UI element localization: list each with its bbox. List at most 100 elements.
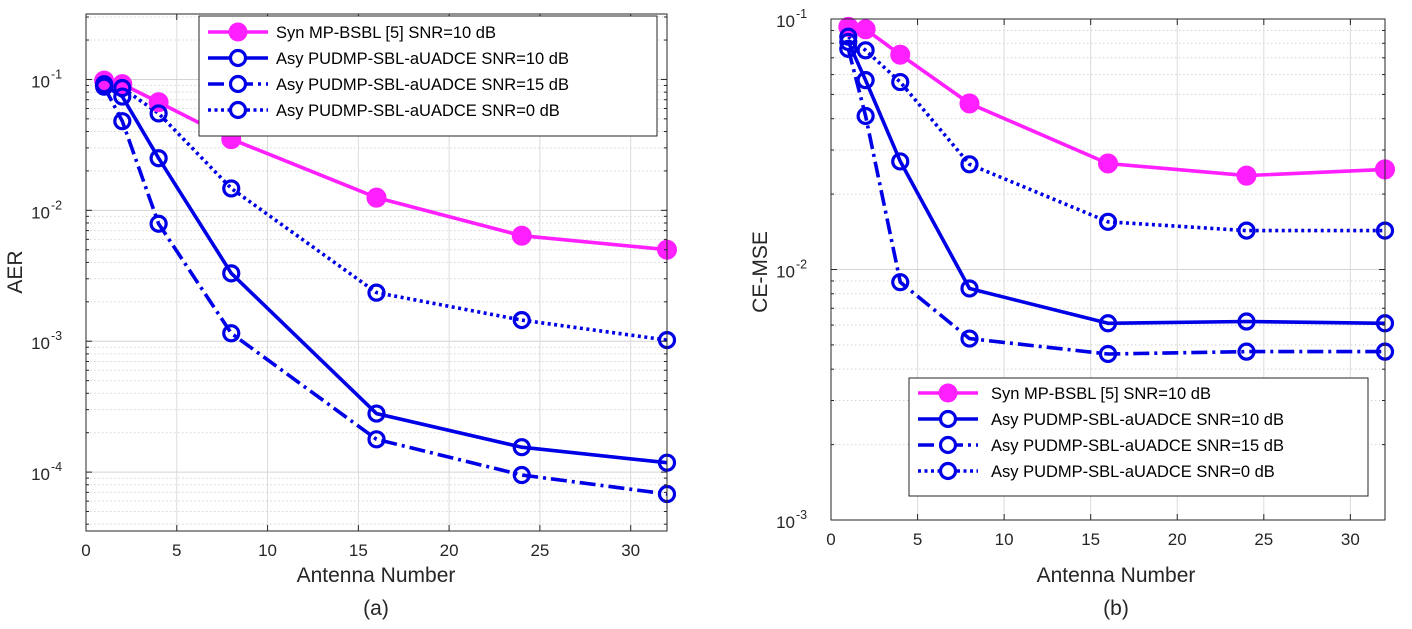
y-tick-labels-a: 10-410-310-210-1 — [31, 67, 62, 484]
y-tick-label: 10 — [776, 12, 795, 31]
y-tick-label: 10 — [31, 72, 50, 91]
y-tick-label-exponent: -1 — [796, 7, 807, 21]
data-point-series-4 — [512, 310, 531, 330]
data-point-series-3 — [512, 465, 531, 485]
x-tick-label: 5 — [913, 530, 922, 549]
data-point-series-2 — [891, 152, 910, 171]
legend-marker-3 — [938, 435, 958, 455]
data-point-series-2 — [222, 264, 241, 283]
data-point-series-4 — [960, 155, 979, 174]
data-point-series-4 — [891, 72, 910, 92]
legend-marker-2 — [228, 48, 248, 68]
data-point-series-3 — [149, 214, 168, 233]
x-tick-label: 5 — [172, 541, 181, 560]
data-point-series-3 — [1098, 344, 1118, 364]
data-point-series-3 — [960, 329, 979, 348]
data-point-series-1 — [890, 44, 911, 65]
data-point-series-2 — [113, 87, 132, 106]
y-axis-label-a: AER — [4, 250, 27, 293]
legend-marker-2 — [938, 409, 958, 429]
legend-label-3: Asy PUDMP-SBL-aUADCE SNR=15 dB — [991, 437, 1284, 455]
y-tick-label: 10 — [776, 513, 795, 532]
data-point-series-4 — [149, 104, 168, 123]
legend-box — [198, 15, 658, 137]
legend-label-4: Asy PUDMP-SBL-aUADCE SNR=0 dB — [276, 102, 560, 120]
caption-a: (a) — [363, 597, 389, 620]
data-point-series-1 — [959, 93, 980, 114]
data-point-series-1 — [1236, 165, 1257, 186]
y-tick-label-exponent: -3 — [51, 329, 62, 343]
data-point-series-4 — [839, 27, 858, 46]
x-tick-label: 20 — [1168, 530, 1187, 549]
legend-label-1: Syn MP-BSBL [5] SNR=10 dB — [991, 385, 1211, 403]
y-tick-label: 10 — [31, 465, 50, 484]
x-tick-labels-a: 0 5 10 15 20 25 30 — [81, 541, 640, 560]
x-tick-label: 30 — [621, 541, 640, 560]
series-line-3 — [846, 48, 1385, 356]
series-line-3 — [102, 85, 668, 496]
x-axis-label-a: Antenna Number — [297, 564, 456, 587]
legend-label-2: Asy PUDMP-SBL-aUADCE SNR=10 dB — [991, 411, 1284, 429]
x-tick-label: 15 — [1081, 530, 1100, 549]
y-tick-label: 10 — [31, 334, 50, 353]
legend-label-2: Asy PUDMP-SBL-aUADCE SNR=10 dB — [276, 50, 569, 68]
legend-marker-3 — [228, 74, 248, 94]
data-point-series-3 — [113, 112, 132, 131]
x-tick-label: 25 — [1254, 530, 1273, 549]
data-point-series-3 — [1237, 342, 1256, 361]
chart-a: 0 5 10 15 20 25 30 10-410-310-210-1 Antenna Nu… — [4, 13, 677, 620]
x-axis-label-b: Antenna Number — [1037, 564, 1196, 587]
series-line-4 — [847, 35, 1385, 233]
data-point-series-4 — [113, 78, 132, 98]
data-point-series-2 — [856, 71, 875, 90]
y-tick-label-exponent: -2 — [796, 258, 807, 272]
data-point-series-2 — [512, 438, 531, 457]
y-tick-label-exponent: -1 — [51, 67, 62, 81]
x-tick-label: 30 — [1341, 530, 1360, 549]
legend-marker-4 — [228, 100, 248, 120]
data-point-series-2 — [1098, 314, 1118, 333]
plot-frame-a — [85, 13, 668, 532]
y-tick-label-exponent: -3 — [796, 508, 807, 522]
data-point-series-3 — [367, 430, 386, 449]
data-point-series-1 — [366, 187, 387, 208]
data-point-series-3 — [222, 324, 241, 343]
x-tick-label: 0 — [81, 541, 90, 560]
ticks-b — [830, 19, 1385, 521]
x-tick-label: 25 — [530, 541, 549, 560]
y-tick-labels-b: 10-310-210-1 — [776, 7, 807, 532]
x-tick-label: 15 — [349, 541, 368, 560]
data-point-series-3 — [839, 39, 858, 58]
series-markers-a — [94, 70, 677, 504]
data-point-series-1 — [855, 19, 876, 40]
y-axis-label-b: CE-MSE — [749, 231, 772, 313]
legend-label-3: Asy PUDMP-SBL-aUADCE SNR=15 dB — [276, 76, 569, 94]
x-tick-label: 10 — [258, 541, 277, 560]
y-tick-label-exponent: -2 — [51, 198, 62, 212]
y-tick-label-exponent: -4 — [51, 460, 62, 474]
x-tick-label: 20 — [440, 541, 459, 560]
caption-b: (b) — [1103, 597, 1129, 620]
chart-b: 0 5 10 15 20 25 30 10-310-210-1 Antenna Number… — [749, 7, 1395, 620]
data-point-series-4 — [1237, 221, 1256, 240]
x-tick-label: 10 — [995, 530, 1014, 549]
x-tick-label: 0 — [826, 530, 835, 549]
data-point-series-4 — [95, 75, 114, 94]
data-point-series-4 — [1098, 212, 1118, 231]
data-point-series-2 — [839, 32, 858, 52]
legend-marker-1 — [228, 22, 248, 42]
legend-marker-1 — [938, 383, 958, 403]
x-tick-labels-b: 0 5 10 15 20 25 30 — [826, 530, 1360, 549]
data-point-series-1 — [1098, 153, 1118, 174]
data-point-series-2 — [960, 279, 979, 298]
legend-label-4: Asy PUDMP-SBL-aUADCE SNR=0 dB — [991, 463, 1275, 481]
data-point-series-3 — [856, 106, 875, 126]
legend-a: Syn MP-BSBL [5] SNR=10 dB Asy PUDMP-SBL-a… — [198, 15, 658, 137]
legend-label-1: Syn MP-BSBL [5] SNR=10 dB — [276, 24, 496, 42]
data-point-series-4 — [367, 283, 386, 302]
data-point-series-4 — [222, 179, 241, 198]
legend-b: Syn MP-BSBL [5] SNR=10 dB Asy PUDMP-SBL-a… — [908, 377, 1369, 497]
legend-box — [908, 377, 1369, 497]
y-tick-label: 10 — [31, 203, 50, 222]
